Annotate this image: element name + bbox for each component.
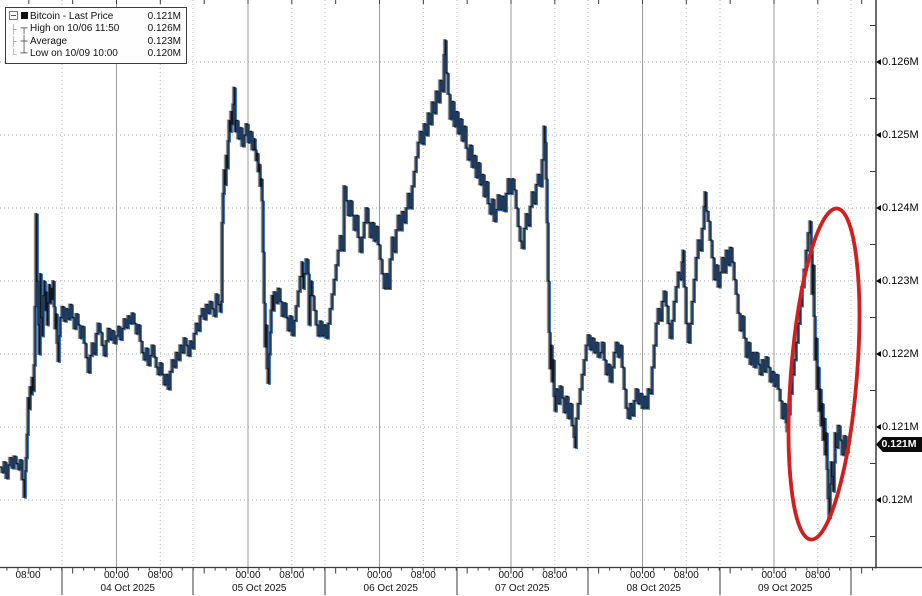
axis-tick-arrow-icon xyxy=(876,59,881,65)
x-time-label: 08:00 xyxy=(673,570,699,581)
x-time-label: 08:00 xyxy=(15,570,41,581)
low-tick-icon: ┴ xyxy=(20,48,28,60)
x-time-label: 08:00 xyxy=(410,570,436,581)
legend-label: Bitcoin - Last Price xyxy=(30,10,114,22)
legend-value: 0.126M xyxy=(147,23,181,35)
legend-value: 0.121M xyxy=(147,10,181,22)
average-tick-icon: ┼ xyxy=(20,35,28,47)
tree-branch-icon: ├ xyxy=(10,36,17,47)
legend-row-last-price: Bitcoin - Last Price 0.121M xyxy=(9,10,181,23)
x-date-label: 09 Oct 2025 xyxy=(758,583,813,594)
legend-label: Low on 10/09 10:00 xyxy=(30,48,118,60)
axis-tick-arrow-icon xyxy=(876,278,881,284)
axis-tick-arrow-icon xyxy=(876,205,881,211)
y-axis-label: 0.125M xyxy=(876,129,919,142)
x-time-label: 00:00 xyxy=(761,570,787,581)
x-time-label: 08:00 xyxy=(542,570,568,581)
y-axis-label: 0.121M xyxy=(876,421,919,434)
x-date-label: 07 Oct 2025 xyxy=(495,583,550,594)
price-line-accent xyxy=(1,40,850,520)
y-axis-label: 0.12M xyxy=(876,494,913,507)
axis-tick-arrow-icon xyxy=(876,132,881,138)
legend-value: 0.123M xyxy=(147,35,181,47)
last-price-tag: 0.121M xyxy=(876,437,922,453)
legend-expander-icon[interactable] xyxy=(9,10,18,22)
tree-end-icon: └ xyxy=(10,48,17,59)
x-date-label: 04 Oct 2025 xyxy=(100,583,155,594)
tree-branch-icon: ├ xyxy=(10,23,17,34)
legend-row-low: └ ┴ Low on 10/09 10:00 0.120M xyxy=(9,48,181,61)
x-time-label: 08:00 xyxy=(147,570,173,581)
x-time-label: 00:00 xyxy=(103,570,130,581)
x-time-label: 00:00 xyxy=(235,570,261,581)
legend-label: High on 10/06 11:50 xyxy=(30,23,120,35)
y-axis-label: 0.126M xyxy=(876,56,919,69)
axis-tick-arrow-icon xyxy=(876,351,881,357)
high-tick-icon: ┬ xyxy=(20,23,28,35)
x-time-label: 00:00 xyxy=(498,570,524,581)
y-axis-label: 0.122M xyxy=(876,348,919,361)
x-time-label: 00:00 xyxy=(629,570,656,581)
x-date-label: 06 Oct 2025 xyxy=(363,583,418,594)
legend-row-average: ├ ┼ Average 0.123M xyxy=(9,35,181,48)
legend-value: 0.120M xyxy=(147,48,181,60)
axis-tick-arrow-icon xyxy=(876,497,881,503)
y-axis-label: 0.124M xyxy=(876,202,919,215)
price-line xyxy=(0,39,849,519)
x-date-label: 08 Oct 2025 xyxy=(626,583,681,594)
x-time-label: 08:00 xyxy=(805,570,831,581)
highlight-ellipse xyxy=(786,206,862,542)
legend-row-high: ├ ┬ High on 10/06 11:50 0.126M xyxy=(9,23,181,36)
x-time-label: 00:00 xyxy=(366,570,393,581)
legend-label: Average xyxy=(30,35,68,47)
x-time-label: 08:00 xyxy=(279,570,305,581)
legend-box: Bitcoin - Last Price 0.121M ├ ┬ High on … xyxy=(5,7,187,64)
axis-tick-arrow-icon xyxy=(876,424,881,430)
series-square-icon xyxy=(18,11,30,22)
x-date-label: 05 Oct 2025 xyxy=(232,583,287,594)
y-axis-label: 0.123M xyxy=(876,275,919,288)
